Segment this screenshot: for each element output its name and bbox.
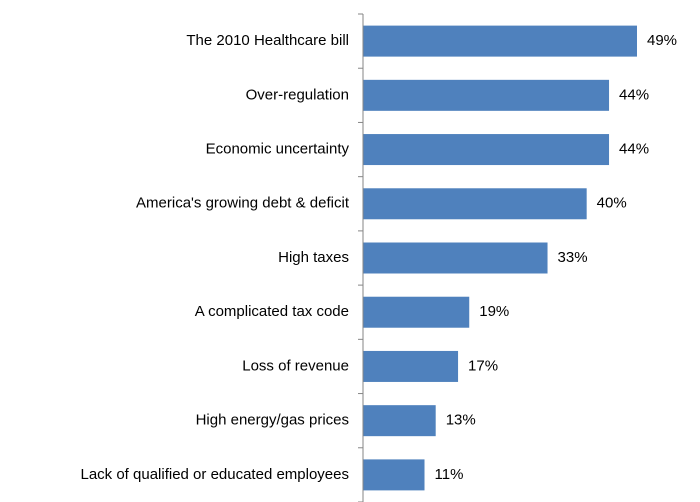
value-label: 17% xyxy=(468,357,498,374)
bar-2 xyxy=(363,134,610,166)
category-label: High energy/gas prices xyxy=(196,412,349,429)
category-label: Lack of qualified or educated employees xyxy=(80,466,349,483)
value-label: 44% xyxy=(619,86,649,103)
value-label: 49% xyxy=(647,32,677,49)
category-label: The 2010 Healthcare bill xyxy=(186,32,349,49)
bar-3 xyxy=(363,188,587,220)
category-label: A complicated tax code xyxy=(195,303,349,320)
category-label: Loss of revenue xyxy=(242,357,349,374)
bar-1 xyxy=(363,79,610,111)
bar-7 xyxy=(363,405,436,437)
bar-4 xyxy=(363,242,548,274)
category-labels: The 2010 Healthcare bill Over-regulation E… xyxy=(80,32,349,483)
value-label: 40% xyxy=(597,195,627,212)
value-label: 19% xyxy=(479,303,509,320)
bar-5 xyxy=(363,296,470,328)
category-label: High taxes xyxy=(278,249,349,266)
value-label: 33% xyxy=(558,249,588,266)
value-labels: 49% 44% 44% 40% 33% 19% 17% 13% 11% xyxy=(435,32,678,483)
bar-8 xyxy=(363,459,425,491)
bars-group xyxy=(363,25,637,491)
category-label: Over-regulation xyxy=(246,86,349,103)
category-label: America's growing debt & deficit xyxy=(136,195,350,212)
value-label: 44% xyxy=(619,141,649,158)
axis-ticks xyxy=(358,13,363,502)
bar-0 xyxy=(363,25,637,57)
value-label: 11% xyxy=(435,466,464,483)
value-label: 13% xyxy=(446,412,476,429)
category-label: Economic uncertainty xyxy=(206,141,350,158)
bar-6 xyxy=(363,350,459,382)
